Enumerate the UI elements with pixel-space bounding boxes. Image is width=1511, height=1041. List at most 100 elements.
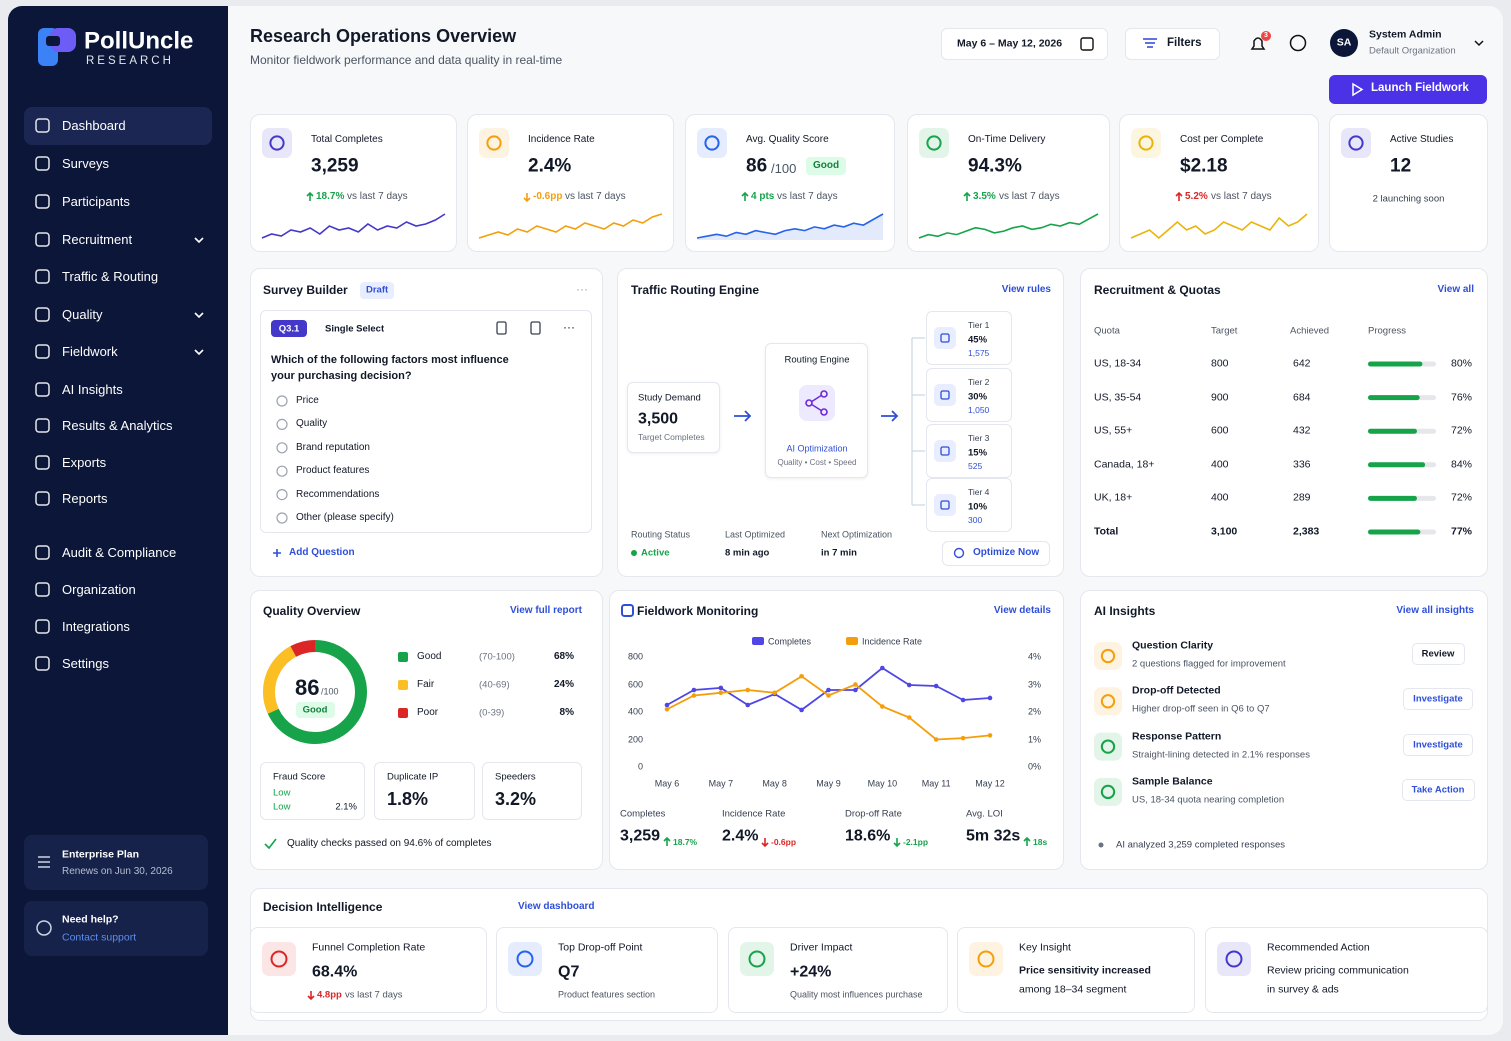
card-title: Fieldwork Monitoring	[637, 603, 759, 618]
nav-item[interactable]	[24, 333, 212, 371]
action-button[interactable]	[1411, 643, 1465, 665]
quota-achieved: 642	[1293, 357, 1311, 370]
nav-item[interactable]	[24, 107, 212, 145]
stat-label: Completes	[620, 808, 666, 820]
insight-action[interactable]: Take Action	[1411, 784, 1465, 796]
engine-mode: AI Optimization	[786, 443, 848, 454]
insight-action[interactable]: Investigate	[1413, 693, 1463, 705]
card-title: Traffic Routing Engine	[631, 282, 759, 297]
x-tick-label: May 8	[762, 778, 787, 789]
status-value: in 7 min	[821, 547, 857, 559]
action-button[interactable]	[1403, 688, 1473, 711]
kpi-label: On-Time Delivery	[968, 134, 1046, 145]
optimize-label[interactable]: Optimize Now	[973, 547, 1040, 558]
option-label[interactable]: Brand reputation	[296, 441, 370, 453]
question-number-bg	[271, 320, 307, 337]
link[interactable]: View full report	[509, 605, 582, 616]
nav-label[interactable]: Surveys	[62, 156, 109, 172]
delta-value: 4.8pp	[317, 989, 342, 1001]
option-label[interactable]: Price	[296, 395, 319, 406]
option-label[interactable]: Quality	[296, 418, 328, 430]
stat-value: 5m 32s	[966, 827, 1021, 845]
stat-label: Avg. LOI	[966, 808, 1003, 820]
nav-item[interactable]	[24, 296, 212, 334]
delta-suffix: vs last 7 days	[565, 191, 626, 202]
link[interactable]: View dashboard	[518, 901, 595, 912]
user-name[interactable]: System Admin	[1369, 28, 1442, 41]
action-button[interactable]	[1401, 778, 1475, 801]
quota-name: US, 35-54	[1094, 391, 1142, 404]
progress-label: 84%	[1450, 458, 1472, 471]
link[interactable]: View rules	[1001, 284, 1051, 295]
quota-target: 900	[1211, 391, 1229, 404]
status-value: 8 min ago	[725, 547, 770, 559]
status-badge-bg	[360, 282, 394, 299]
nav-label[interactable]: Results & Analytics	[62, 418, 173, 434]
link[interactable]: View all insights	[1396, 605, 1474, 616]
card-title: Survey Builder	[263, 282, 348, 297]
nav-label[interactable]: Quality	[62, 307, 103, 323]
progress-label: 72%	[1450, 492, 1472, 505]
nav-label[interactable]: Traffic & Routing	[62, 269, 159, 285]
y-tick-label: 200	[627, 734, 643, 745]
decision-item	[957, 927, 1195, 1013]
nav-item[interactable]	[24, 480, 212, 518]
add-question[interactable]: Add Question	[289, 547, 355, 558]
filters-button[interactable]	[1125, 28, 1220, 60]
nav-item[interactable]	[24, 145, 212, 183]
delta-suffix: vs last 7 days	[777, 191, 838, 202]
quota-achieved: 336	[1293, 458, 1311, 471]
delta-value: 18.7%	[316, 191, 345, 202]
quota-achieved: 289	[1293, 492, 1311, 505]
nav-label[interactable]: Dashboard	[62, 118, 126, 134]
launch-label[interactable]: Launch Fieldwork	[1371, 82, 1469, 95]
kpi-value: $2.18	[1180, 155, 1228, 177]
decision-item	[728, 927, 948, 1013]
progress-label: 72%	[1450, 424, 1472, 437]
link[interactable]: View all	[1437, 284, 1474, 295]
decision-label: Funnel Completion Rate	[312, 941, 426, 954]
action-button[interactable]	[1403, 733, 1473, 756]
nav-item[interactable]	[24, 645, 212, 683]
filters-label[interactable]: Filters	[1167, 37, 1202, 50]
date-picker[interactable]	[941, 28, 1108, 60]
kpi-value: 12	[1390, 155, 1412, 177]
option-label[interactable]: Other (please specify)	[296, 512, 394, 523]
insight-title: Drop-off Detected	[1132, 685, 1221, 697]
link[interactable]: View details	[993, 605, 1051, 616]
nav-label[interactable]: Integrations	[62, 619, 130, 635]
decision-value: 68.4%	[312, 963, 358, 981]
option-label[interactable]: Product features	[296, 465, 370, 477]
help-link[interactable]: Contact support	[62, 931, 137, 944]
metric-detail-value: 2.1%	[335, 801, 357, 813]
nav-label[interactable]: Reports	[62, 491, 108, 507]
nav-label[interactable]: Participants	[62, 194, 130, 210]
insight-detail: US, 18-34 quota nearing completion	[1132, 794, 1285, 806]
kpi-label: Avg. Quality Score	[746, 134, 829, 145]
quality-footer: Quality checks passed on 94.6% of comple…	[287, 838, 492, 849]
survey-card	[250, 268, 603, 577]
metric-card	[482, 762, 582, 820]
nav-label[interactable]: Exports	[62, 455, 107, 471]
legend-name: Fair	[417, 679, 435, 690]
nav-label[interactable]: Settings	[62, 656, 109, 672]
nav-item[interactable]	[24, 444, 212, 482]
nav-label[interactable]: AI Insights	[62, 382, 123, 398]
y2-tick-label: 4%	[1028, 651, 1042, 662]
nav-label[interactable]: Recruitment	[62, 232, 133, 248]
nav-label[interactable]: Audit & Compliance	[62, 545, 177, 561]
stat-value: 3,259	[620, 827, 661, 845]
nav-label[interactable]: Fieldwork	[62, 344, 118, 360]
y-tick-label: 600	[627, 679, 643, 690]
nav-label[interactable]: Organization	[62, 582, 136, 598]
insight-detail: Higher drop-off seen in Q6 to Q7	[1132, 703, 1270, 715]
quota-name: UK, 18+	[1094, 492, 1133, 505]
kpi-label: Incidence Rate	[528, 134, 595, 145]
column-header: Quota	[1094, 325, 1120, 337]
option-label[interactable]: Recommendations	[296, 488, 380, 500]
notification-count: 3	[1264, 31, 1268, 39]
plan-renewal: Renews on Jun 30, 2026	[62, 866, 173, 877]
insight-action[interactable]: Review	[1421, 648, 1455, 660]
insight-action[interactable]: Investigate	[1413, 738, 1463, 750]
